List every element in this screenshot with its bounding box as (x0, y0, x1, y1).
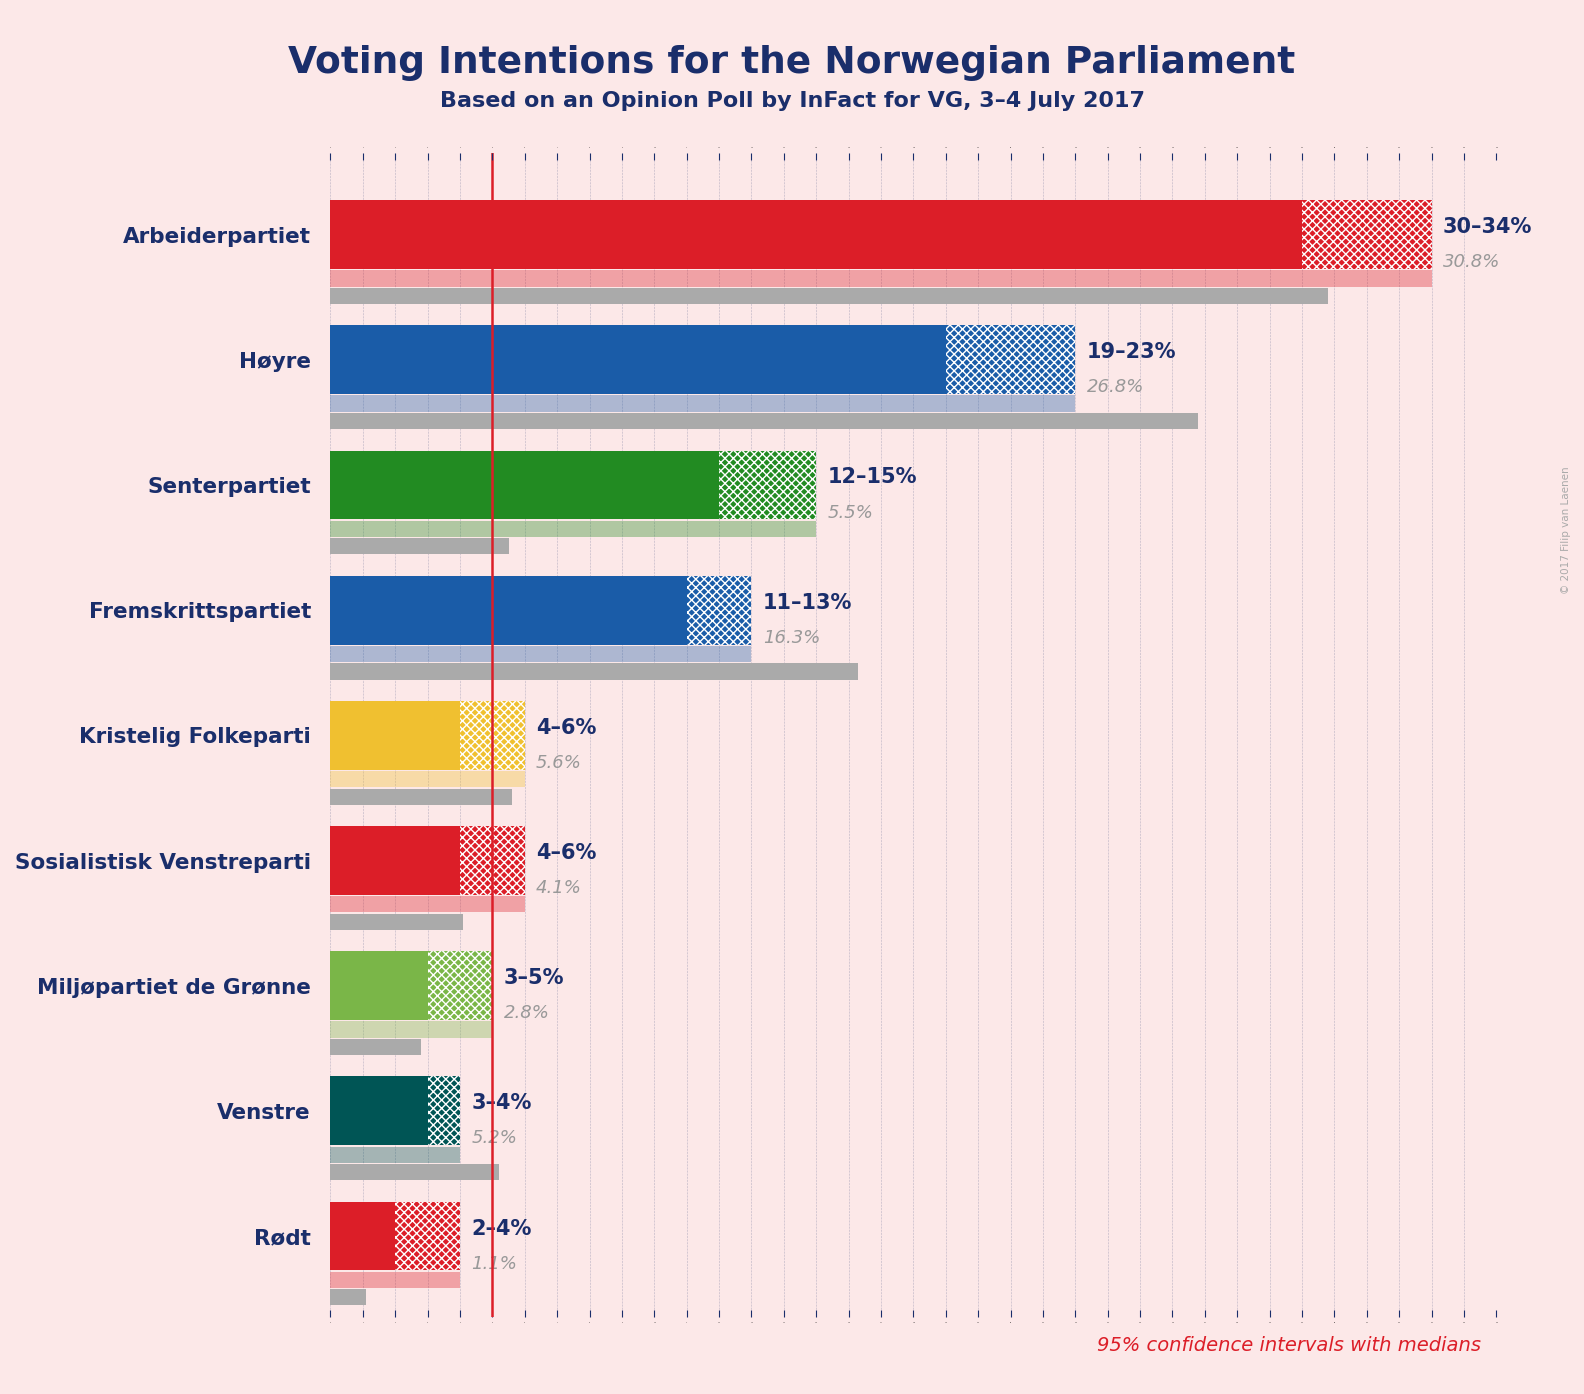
Bar (331, 450, 719, 520)
Text: 11–13%: 11–13% (763, 592, 852, 612)
Text: 95% confidence intervals with medians: 95% confidence intervals with medians (1098, 1335, 1481, 1355)
Bar (331, 913, 463, 930)
Bar (331, 827, 459, 895)
Bar (459, 701, 524, 769)
Text: 19–23%: 19–23% (1087, 343, 1177, 362)
Text: 30–34%: 30–34% (1443, 217, 1532, 237)
Text: 5.6%: 5.6% (535, 754, 581, 772)
Bar (396, 1202, 459, 1270)
Bar (331, 789, 512, 804)
Bar (331, 1076, 428, 1146)
Text: 3–5%: 3–5% (504, 969, 564, 988)
Bar (331, 201, 1302, 269)
Bar (946, 325, 1076, 395)
Text: 4.1%: 4.1% (535, 880, 581, 898)
Bar (331, 576, 687, 644)
Bar (428, 951, 493, 1020)
Bar (331, 1271, 459, 1288)
Text: 12–15%: 12–15% (827, 467, 917, 488)
Bar (331, 1289, 366, 1306)
Text: 30.8%: 30.8% (1443, 254, 1500, 272)
Bar (331, 896, 524, 913)
Text: 5.5%: 5.5% (827, 503, 873, 521)
Bar (331, 701, 459, 769)
Text: 5.2%: 5.2% (472, 1129, 518, 1147)
Bar (331, 1146, 459, 1163)
Text: 26.8%: 26.8% (1087, 378, 1144, 396)
Text: Voting Intentions for the Norwegian Parliament: Voting Intentions for the Norwegian Parl… (288, 45, 1296, 81)
Bar (331, 287, 1327, 304)
Bar (331, 1164, 499, 1181)
Text: 1.1%: 1.1% (472, 1255, 518, 1273)
Bar (331, 325, 946, 395)
Bar (331, 1039, 421, 1055)
Bar (331, 538, 508, 555)
Text: 2–4%: 2–4% (472, 1218, 532, 1238)
Bar (331, 1202, 396, 1270)
Text: Based on an Opinion Poll by InFact for VG, 3–4 July 2017: Based on an Opinion Poll by InFact for V… (439, 91, 1145, 110)
Text: 16.3%: 16.3% (763, 629, 821, 647)
Text: 4–6%: 4–6% (535, 718, 597, 737)
Bar (331, 521, 816, 537)
Bar (331, 951, 428, 1020)
Bar (331, 645, 751, 662)
Bar (331, 771, 524, 788)
Bar (687, 576, 751, 644)
Bar (459, 827, 524, 895)
Bar (428, 1076, 459, 1146)
Text: 3–4%: 3–4% (472, 1093, 532, 1114)
Bar (719, 450, 816, 520)
Bar (331, 413, 1199, 429)
Text: © 2017 Filip van Laenen: © 2017 Filip van Laenen (1562, 466, 1571, 594)
Bar (331, 1022, 493, 1037)
Bar (331, 664, 859, 680)
Text: 2.8%: 2.8% (504, 1004, 550, 1022)
Bar (1302, 201, 1432, 269)
Bar (331, 270, 1432, 287)
Text: 4–6%: 4–6% (535, 843, 597, 863)
Bar (331, 396, 1076, 411)
